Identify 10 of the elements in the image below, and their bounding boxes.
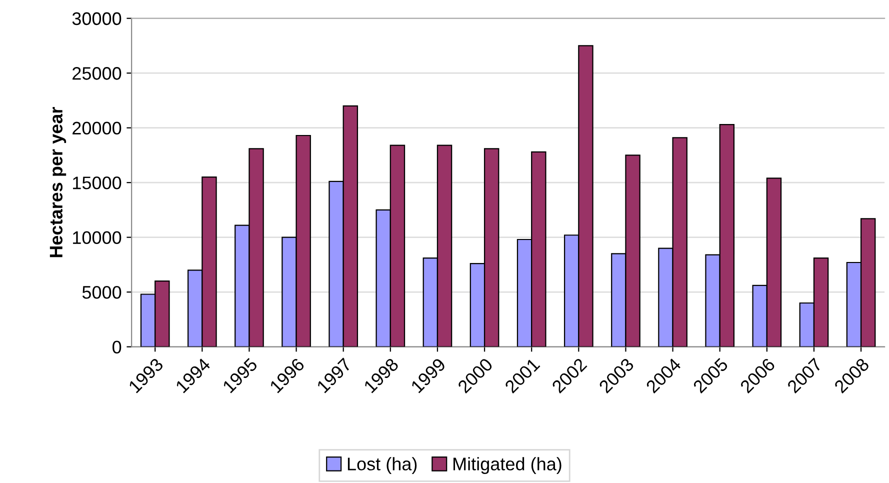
y-tick-label: 10000 <box>73 231 122 244</box>
y-tick-label: 20000 <box>72 122 122 135</box>
legend-label: Mitigated (ha) <box>454 457 562 474</box>
y-tick-label: 25000 <box>72 67 122 80</box>
y-tick-label: 15000 <box>73 176 122 190</box>
y-tick-label: 5000 <box>82 286 122 299</box>
legend-label: Lost (ha) <box>348 457 417 474</box>
y-tick-label: 30000 <box>72 12 122 26</box>
y-tick-label: 0 <box>112 340 122 354</box>
y-axis-title: Hectares per year <box>50 107 66 258</box>
